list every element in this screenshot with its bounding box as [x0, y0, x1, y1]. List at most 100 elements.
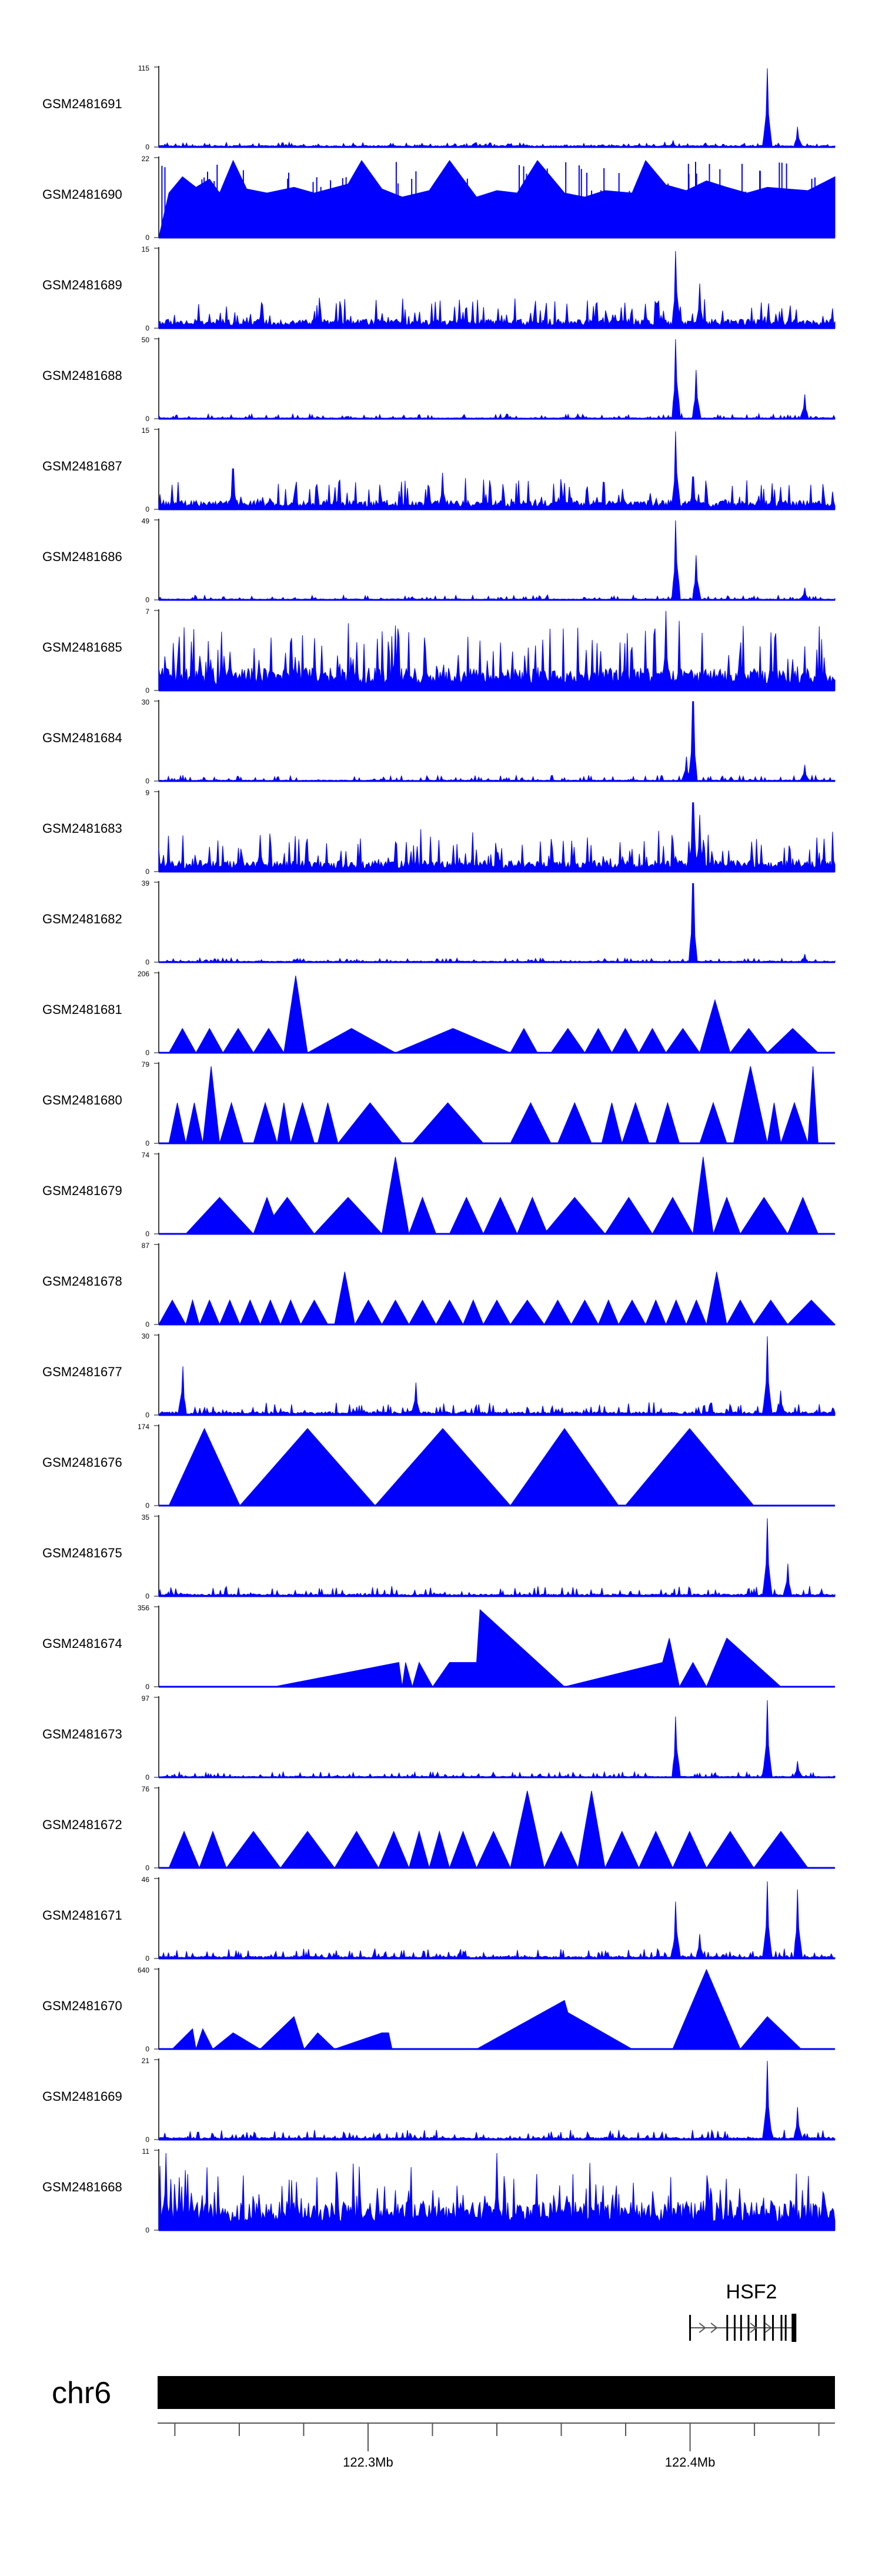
track-GSM2481680: GSM2481680 79 0 [42, 1060, 835, 1147]
track-GSM2481688: GSM2481688 50 0 [42, 336, 836, 423]
ymin-tick-label: 0 [145, 505, 149, 513]
ymax-tick-label: 174 [138, 1423, 149, 1431]
track-GSM2481681: GSM2481681 206 0 [42, 970, 835, 1057]
gene-label: HSF2 [726, 2281, 777, 2303]
ymin-tick-label: 0 [145, 1773, 149, 1781]
track-GSM2481689: GSM2481689 15 0 [42, 245, 836, 332]
tick-label-122.4: 122.4Mb [665, 2455, 716, 2470]
ymin-tick-label: 0 [145, 1320, 149, 1329]
track-GSM2481691: GSM2481691 115 0 [42, 64, 836, 151]
track-GSM2481677: GSM2481677 30 0 [42, 1332, 836, 1419]
ymax-tick-label: 206 [138, 970, 149, 978]
track-label: GSM2481679 [42, 1183, 122, 1198]
ymax-tick-label: 9 [145, 789, 149, 797]
ymin-tick-label: 0 [145, 777, 149, 785]
track-GSM2481676: GSM2481676 174 0 [42, 1423, 835, 1510]
track-GSM2481686: GSM2481686 49 0 [42, 517, 836, 604]
coverage-area [273, 1609, 782, 1688]
track-GSM2481687: GSM2481687 15 0 [42, 426, 836, 513]
strand-arrow [750, 2323, 757, 2333]
track-label: GSM2481689 [42, 278, 122, 292]
track-GSM2481668: GSM2481668 11 0 [42, 2147, 836, 2234]
ymax-tick-label: 30 [142, 1332, 150, 1340]
coverage-area [158, 883, 836, 963]
track-label: GSM2481678 [42, 1274, 122, 1289]
ymax-tick-label: 50 [142, 336, 150, 344]
ymax-tick-label: 15 [142, 245, 150, 253]
major-ticks: 122.3Mb 122.4Mb [343, 2423, 715, 2470]
coverage-area [158, 1272, 836, 1325]
coverage-area [158, 1336, 836, 1416]
track-label: GSM2481687 [42, 459, 122, 473]
coverage-area [158, 339, 836, 419]
ymax-tick-label: 39 [142, 879, 150, 887]
coverage-area [168, 1790, 808, 1868]
ymin-tick-label: 0 [145, 1501, 149, 1510]
coverage-area [158, 68, 836, 148]
track-GSM2481675: GSM2481675 35 0 [42, 1513, 836, 1600]
track-label: GSM2481684 [42, 730, 122, 745]
ymin-tick-label: 0 [145, 1049, 149, 1057]
coverage-area [158, 701, 836, 782]
strand-arrow [699, 2323, 706, 2333]
coverage-area [158, 159, 836, 238]
coverage-area [168, 1427, 755, 1506]
minor-ticks [174, 2423, 820, 2436]
gene-track: HSF2 [689, 2281, 797, 2342]
track-label: GSM2481674 [42, 1636, 122, 1651]
coverage-area [158, 520, 836, 600]
track-label: GSM2481668 [42, 2180, 122, 2194]
ymax-tick-label: 74 [142, 1151, 150, 1159]
coverage-area [185, 1156, 819, 1234]
ymax-tick-label: 21 [142, 2057, 150, 2065]
track-label: GSM2481672 [42, 1817, 122, 1832]
track-label: GSM2481673 [42, 1727, 122, 1741]
track-label: GSM2481669 [42, 2089, 122, 2104]
track-GSM2481682: GSM2481682 39 0 [42, 879, 836, 966]
ymax-tick-label: 49 [142, 517, 150, 525]
coverage-area [158, 802, 836, 872]
ymax-tick-label: 30 [142, 698, 150, 706]
track-label: GSM2481688 [42, 368, 122, 383]
track-label: GSM2481685 [42, 640, 122, 655]
coverage-area [158, 2061, 836, 2140]
track-label: GSM2481676 [42, 1455, 122, 1470]
track-label: GSM2481683 [42, 821, 122, 836]
track-GSM2481684: GSM2481684 30 0 [42, 698, 836, 785]
track-label: GSM2481680 [42, 1093, 122, 1107]
track-label: GSM2481670 [42, 1998, 122, 2013]
ymax-tick-label: 115 [138, 64, 149, 72]
ymax-tick-label: 356 [138, 1604, 149, 1612]
coverage-area [158, 251, 836, 329]
track-label: GSM2481690 [42, 187, 122, 202]
gene-exon [791, 2314, 797, 2342]
chromosome-bar [158, 2376, 835, 2409]
track-GSM2481690: GSM2481690 22 0 [42, 155, 836, 242]
ymax-tick-label: 7 [145, 608, 149, 616]
ymin-tick-label: 0 [145, 1411, 149, 1419]
ymax-tick-label: 46 [142, 1876, 150, 1884]
ymin-tick-label: 0 [145, 1864, 149, 1872]
ymax-tick-label: 11 [142, 2147, 150, 2155]
track-GSM2481683: GSM2481683 9 0 [42, 789, 836, 876]
coverage-spikes [161, 162, 825, 238]
coverage-area [158, 1881, 836, 1959]
gene-model [689, 2314, 797, 2342]
coverage-area [171, 1968, 802, 2050]
coverage-area [158, 610, 836, 691]
track-GSM2481673: GSM2481673 97 0 [42, 1694, 836, 1781]
track-GSM2481669: GSM2481669 21 0 [42, 2057, 836, 2144]
ymin-tick-label: 0 [145, 324, 149, 332]
ymin-tick-label: 0 [145, 1230, 149, 1238]
track-GSM2481670: GSM2481670 640 0 [42, 1966, 835, 2053]
coverage-area [158, 1518, 836, 1597]
track-GSM2481685: GSM2481685 7 0 [42, 608, 836, 695]
coverage-area [168, 975, 819, 1053]
ymax-tick-label: 640 [138, 1966, 149, 1974]
track-GSM2481679: GSM2481679 74 0 [42, 1151, 835, 1238]
ymax-tick-label: 79 [142, 1060, 150, 1069]
coverage-area [158, 2153, 836, 2231]
track-label: GSM2481681 [42, 1002, 122, 1017]
